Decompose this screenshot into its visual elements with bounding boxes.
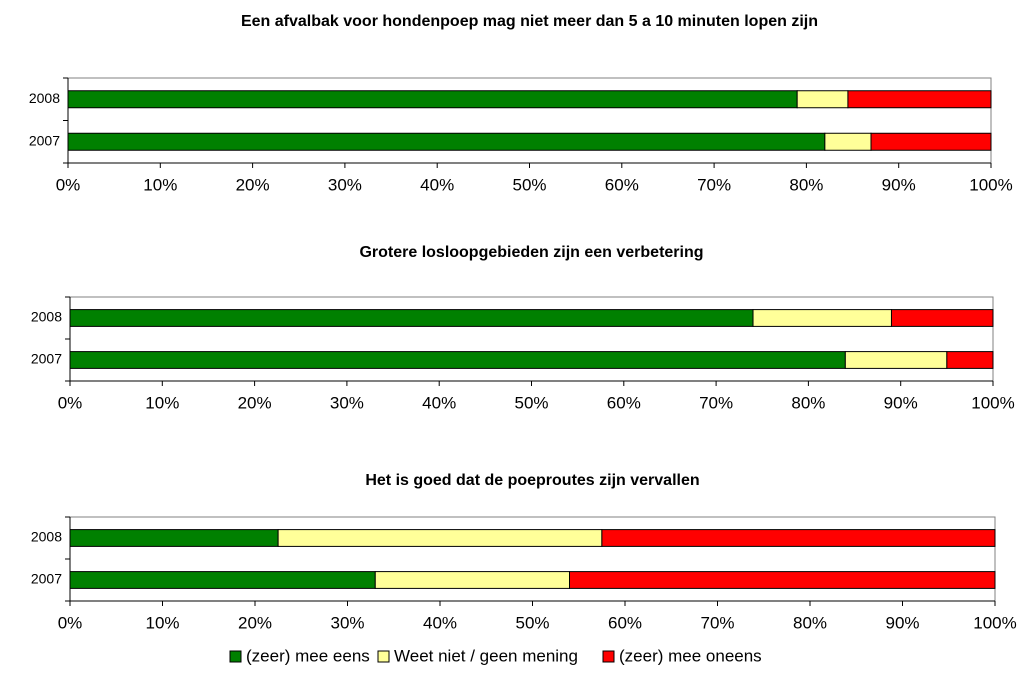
- x-tick-label: 60%: [607, 393, 641, 412]
- bar-segment: [847, 90, 992, 109]
- x-tick-label: 10%: [143, 175, 177, 194]
- bar-segment: [69, 571, 376, 589]
- x-tick-label: 60%: [608, 613, 642, 632]
- x-tick-label: 70%: [700, 613, 734, 632]
- x-tick-label: 40%: [423, 613, 457, 632]
- bar-segment: [870, 132, 992, 151]
- bar-segment: [796, 90, 849, 109]
- x-tick-label: 20%: [238, 393, 272, 412]
- bar-segment: [69, 529, 279, 547]
- bar-segment: [67, 132, 826, 151]
- x-tick-label: 40%: [420, 175, 454, 194]
- legend-label: (zeer) mee oneens: [619, 646, 762, 665]
- x-tick-label: 40%: [422, 393, 456, 412]
- chart-title: Het is goed dat de poeproutes zijn verva…: [365, 472, 699, 489]
- x-tick-label: 80%: [789, 175, 823, 194]
- x-tick-label: 100%: [971, 393, 1014, 412]
- x-tick-label: 20%: [236, 175, 270, 194]
- bar-segment: [844, 351, 948, 369]
- x-tick-label: 80%: [791, 393, 825, 412]
- x-tick-label: 50%: [515, 613, 549, 632]
- x-tick-label: 10%: [145, 393, 179, 412]
- y-tick-label: 2007: [31, 571, 62, 587]
- legend-label: Weet niet / geen mening: [394, 646, 578, 665]
- x-tick-label: 30%: [330, 613, 364, 632]
- bar-segment: [277, 529, 603, 547]
- bar-segment: [824, 132, 872, 151]
- x-tick-label: 100%: [973, 613, 1016, 632]
- x-tick-label: 0%: [58, 613, 83, 632]
- x-tick-label: 10%: [145, 613, 179, 632]
- x-tick-label: 0%: [58, 393, 83, 412]
- x-tick-label: 60%: [605, 175, 639, 194]
- y-tick-label: 2007: [29, 132, 60, 148]
- chart-title: Grotere losloopgebieden zijn een verbete…: [359, 244, 703, 261]
- y-tick-label: 2008: [29, 90, 60, 106]
- bar-segment: [69, 309, 754, 327]
- bar-segment: [890, 309, 994, 327]
- x-tick-label: 30%: [330, 393, 364, 412]
- bar-segment: [67, 90, 798, 109]
- chart-title: Een afvalbak voor hondenpoep mag niet me…: [241, 13, 818, 30]
- bar-segment: [752, 309, 892, 327]
- legend-label: (zeer) mee eens: [246, 646, 370, 665]
- bar-segment: [374, 571, 570, 589]
- x-tick-label: 20%: [238, 613, 272, 632]
- x-tick-label: 70%: [697, 175, 731, 194]
- x-tick-label: 80%: [793, 613, 827, 632]
- bar-segment: [946, 351, 994, 369]
- y-tick-label: 2007: [31, 351, 62, 367]
- x-tick-label: 90%: [882, 175, 916, 194]
- x-tick-label: 50%: [512, 175, 546, 194]
- bar-segment: [569, 571, 996, 589]
- bar-segment: [601, 529, 996, 547]
- x-tick-label: 90%: [885, 613, 919, 632]
- x-tick-label: 70%: [699, 393, 733, 412]
- x-tick-label: 100%: [969, 175, 1012, 194]
- x-tick-label: 50%: [514, 393, 548, 412]
- x-tick-label: 90%: [884, 393, 918, 412]
- legend-swatch: [602, 650, 615, 663]
- y-tick-label: 2008: [31, 309, 62, 325]
- y-tick-label: 2008: [31, 529, 62, 545]
- bar-segment: [69, 351, 846, 369]
- legend-swatch: [377, 650, 390, 663]
- legend-swatch: [229, 650, 242, 663]
- x-tick-label: 30%: [328, 175, 362, 194]
- x-tick-label: 0%: [56, 175, 81, 194]
